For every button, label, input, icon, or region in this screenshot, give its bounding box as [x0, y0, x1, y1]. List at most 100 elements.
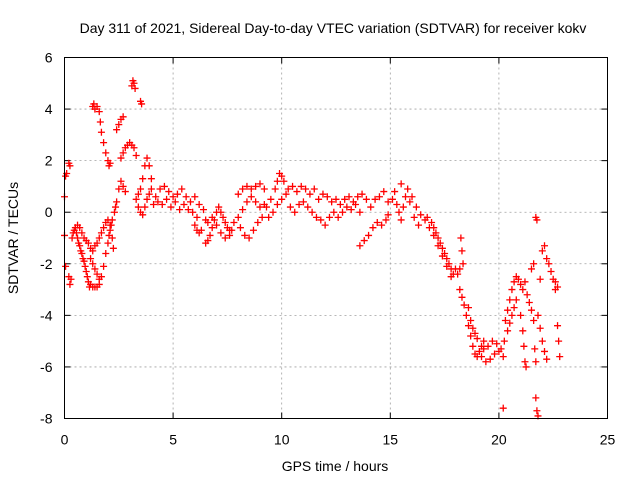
data-point	[134, 203, 142, 211]
data-point	[354, 193, 362, 201]
data-point	[315, 195, 323, 203]
data-point	[367, 203, 375, 211]
data-point	[332, 195, 340, 203]
data-point	[480, 337, 488, 345]
data-point	[382, 216, 390, 224]
data-point	[447, 273, 455, 281]
data-point	[352, 200, 360, 208]
data-point	[108, 234, 116, 242]
data-point	[462, 311, 470, 319]
data-point	[460, 301, 468, 309]
data-point	[191, 221, 199, 229]
data-point	[397, 180, 405, 188]
data-point	[165, 188, 173, 196]
data-point	[522, 363, 530, 371]
data-point	[145, 190, 153, 198]
data-point	[158, 200, 166, 208]
data-point	[525, 298, 533, 306]
data-point	[112, 203, 120, 211]
data-point	[260, 185, 268, 193]
data-point	[167, 203, 175, 211]
data-point	[286, 203, 294, 211]
data-point	[417, 211, 425, 219]
data-point	[254, 219, 262, 227]
data-point	[102, 149, 110, 157]
data-point	[443, 255, 451, 263]
data-point	[152, 193, 160, 201]
data-point	[291, 208, 299, 216]
data-point	[356, 242, 364, 250]
data-point	[109, 244, 117, 252]
data-point	[256, 203, 264, 211]
data-point	[454, 270, 462, 278]
data-point	[278, 172, 286, 180]
data-point	[217, 208, 225, 216]
data-point	[458, 293, 466, 301]
data-point	[219, 213, 227, 221]
data-point	[547, 268, 555, 276]
data-point	[131, 84, 139, 92]
data-point	[534, 311, 542, 319]
data-point	[371, 195, 379, 203]
data-point	[399, 203, 407, 211]
data-point	[510, 304, 518, 312]
data-point	[428, 219, 436, 227]
data-point	[226, 226, 234, 234]
data-point	[508, 311, 516, 319]
data-point	[380, 188, 388, 196]
data-point	[138, 100, 146, 108]
y-tick-label: -4	[40, 307, 53, 323]
data-point	[143, 195, 151, 203]
data-point	[475, 347, 483, 355]
x-tick-label: 0	[61, 432, 69, 448]
data-point	[221, 234, 229, 242]
data-point	[293, 188, 301, 196]
data-point	[464, 322, 472, 330]
data-point	[415, 221, 423, 229]
data-point	[81, 262, 89, 270]
data-point	[206, 231, 214, 239]
data-point	[339, 208, 347, 216]
data-point	[121, 188, 129, 196]
data-point	[119, 113, 127, 121]
data-point	[506, 319, 514, 327]
data-point	[497, 345, 505, 353]
x-tick-label: 10	[274, 432, 290, 448]
data-point	[514, 275, 522, 283]
data-point	[95, 108, 103, 116]
data-point	[520, 342, 528, 350]
data-point	[80, 257, 88, 265]
data-point	[247, 185, 255, 193]
chart-title: Day 311 of 2021, Sidereal Day-to-day VTE…	[80, 20, 587, 36]
data-point	[302, 185, 310, 193]
data-point	[200, 206, 208, 214]
data-point	[299, 198, 307, 206]
data-point	[430, 224, 438, 232]
data-point	[319, 190, 327, 198]
data-point	[234, 190, 242, 198]
data-point	[438, 244, 446, 252]
data-point	[147, 185, 155, 193]
data-point	[239, 185, 247, 193]
data-point	[273, 177, 281, 185]
data-point	[89, 260, 97, 268]
data-point	[280, 177, 288, 185]
data-point	[145, 162, 153, 170]
data-point	[412, 203, 420, 211]
data-point	[130, 144, 138, 152]
data-point	[543, 255, 551, 263]
data-point	[278, 195, 286, 203]
data-point	[488, 337, 496, 345]
data-point	[434, 242, 442, 250]
data-point	[182, 193, 190, 201]
data-point	[132, 151, 140, 159]
data-point	[221, 219, 229, 227]
data-point	[204, 237, 212, 245]
data-point	[104, 216, 112, 224]
data-point	[204, 219, 212, 227]
data-point	[102, 249, 110, 257]
data-point	[154, 198, 162, 206]
data-point	[362, 195, 370, 203]
data-point	[117, 177, 125, 185]
data-point	[97, 128, 105, 136]
